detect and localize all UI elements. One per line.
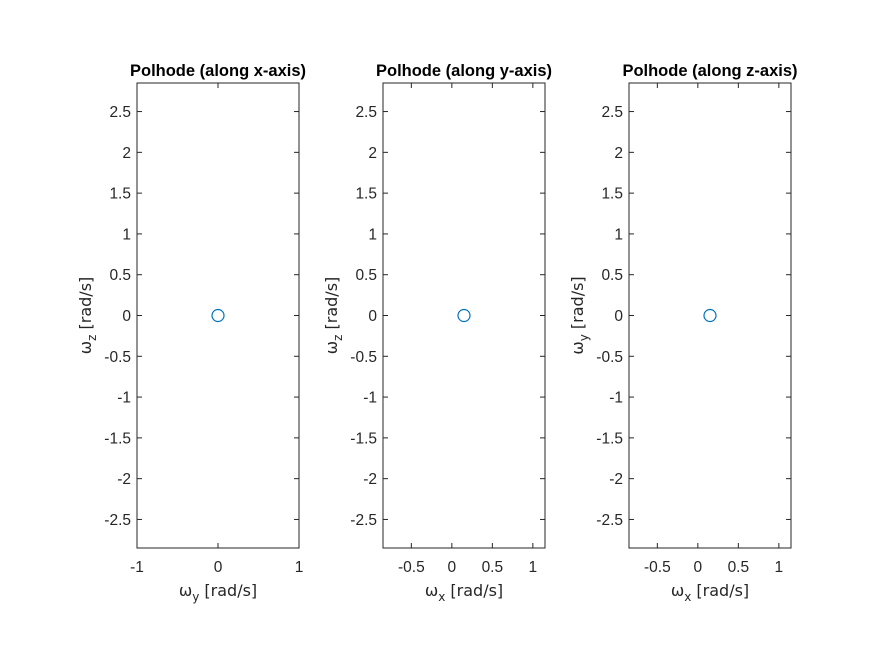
y-axis-label-unit: [rad/s] [322, 277, 341, 335]
x-axis-label-symbol: ω [671, 581, 684, 600]
x-axis-label-subscript: x [438, 590, 445, 604]
x-tick-label: 0.5 [728, 559, 750, 576]
y-tick-label: 1.5 [109, 186, 131, 203]
y-tick-label: -0.5 [350, 349, 377, 366]
y-tick-label: -1.5 [596, 430, 623, 447]
x-tick-label: 1 [295, 559, 304, 576]
x-axis-label-symbol: ω [425, 581, 438, 600]
x-tick-label: 0.5 [482, 559, 504, 576]
x-tick-label: 0 [448, 559, 457, 576]
subplot-2: Polhode (along y-axis) -0.5 0 0.5 1 -2.5 -2 -1.… [322, 62, 552, 604]
x-axis-label: ωx [rad/s] [425, 581, 503, 604]
x-axis-label-symbol: ω [179, 581, 192, 600]
y-axis-label-unit: [rad/s] [568, 276, 587, 334]
y-tick-label: -1 [609, 390, 623, 407]
y-tick-label: -0.5 [104, 349, 131, 366]
y-tick-label: 1.5 [601, 186, 623, 203]
data-point [703, 308, 717, 323]
y-tick-label: 2.5 [355, 104, 377, 121]
plot-area-frame [136, 82, 300, 549]
y-tick-label: -2 [609, 471, 623, 488]
subplot-3: Polhode (along z-axis) -0.5 0 0.5 1 -2.5 -2 -1.… [568, 62, 798, 604]
x-axis-label-unit: [rad/s] [691, 581, 749, 600]
x-axis-label-unit: [rad/s] [445, 581, 503, 600]
x-axis-label-subscript: x [684, 590, 691, 604]
data-point [211, 308, 225, 323]
x-tick-label: -1 [130, 559, 144, 576]
y-axis-label-subscript: y [577, 334, 591, 341]
x-axis-label-unit: [rad/s] [199, 581, 257, 600]
y-axis-label-unit: [rad/s] [76, 277, 95, 335]
x-tick-label: 0 [694, 559, 703, 576]
x-tick-label: 1 [775, 559, 784, 576]
y-tick-label: 2.5 [601, 104, 623, 121]
x-axis-label-subscript: y [192, 590, 199, 604]
y-axis-label-symbol: ω [76, 341, 95, 354]
y-tick-label: 1 [614, 226, 623, 243]
x-tick-label: 1 [529, 559, 538, 576]
chart-title: Polhode (along z-axis) [622, 62, 797, 80]
y-tick-label: -2 [363, 471, 377, 488]
y-tick-label: -2.5 [350, 512, 377, 529]
chart-title: Polhode (along x-axis) [130, 62, 306, 80]
plot-area-frame [628, 82, 792, 549]
y-tick-label: -2.5 [104, 512, 131, 529]
plot-area-frame [382, 82, 546, 549]
y-tick-label: 2 [614, 145, 623, 162]
y-tick-label: -0.5 [596, 349, 623, 366]
x-tick-label: -0.5 [398, 559, 425, 576]
x-axis-label: ωy [rad/s] [179, 581, 257, 604]
y-axis-label: ωy [rad/s] [568, 276, 591, 354]
y-axis-label: ωz [rad/s] [76, 277, 99, 355]
y-tick-label: 1.5 [355, 186, 377, 203]
data-point [457, 308, 471, 323]
y-tick-label: -1.5 [104, 430, 131, 447]
y-axis-label-symbol: ω [568, 341, 587, 354]
y-tick-label: 0.5 [109, 267, 131, 284]
y-tick-label: 0 [368, 308, 377, 325]
y-axis-label-subscript: z [85, 335, 99, 341]
y-tick-label: 1 [122, 226, 131, 243]
x-axis-label: ωx [rad/s] [671, 581, 749, 604]
y-tick-label: -1.5 [350, 430, 377, 447]
y-tick-label: 1 [368, 226, 377, 243]
chart-title: Polhode (along y-axis) [376, 62, 552, 80]
y-axis-label-symbol: ω [322, 341, 341, 354]
subplot-1: Polhode (along x-axis) -1 0 1 -2.5 -2 -1.5 -1 -0… [76, 62, 306, 604]
y-tick-label: -2.5 [596, 512, 623, 529]
y-tick-label: 0 [614, 308, 623, 325]
y-axis-label-subscript: z [331, 335, 345, 341]
y-tick-label: 0 [122, 308, 131, 325]
y-tick-label: 2.5 [109, 104, 131, 121]
x-tick-label: 0 [214, 559, 223, 576]
y-tick-label: 2 [368, 145, 377, 162]
y-tick-label: -1 [117, 390, 131, 407]
y-tick-label: 0.5 [355, 267, 377, 284]
x-tick-label: -0.5 [644, 559, 671, 576]
y-tick-label: 0.5 [601, 267, 623, 284]
y-tick-label: -2 [117, 471, 131, 488]
y-tick-label: 2 [122, 145, 131, 162]
y-axis-label: ωz [rad/s] [322, 277, 345, 355]
y-tick-label: -1 [363, 390, 377, 407]
subplots: Polhode (along x-axis) -1 0 1 -2.5 -2 -1.5 -1 -0… [76, 62, 798, 604]
